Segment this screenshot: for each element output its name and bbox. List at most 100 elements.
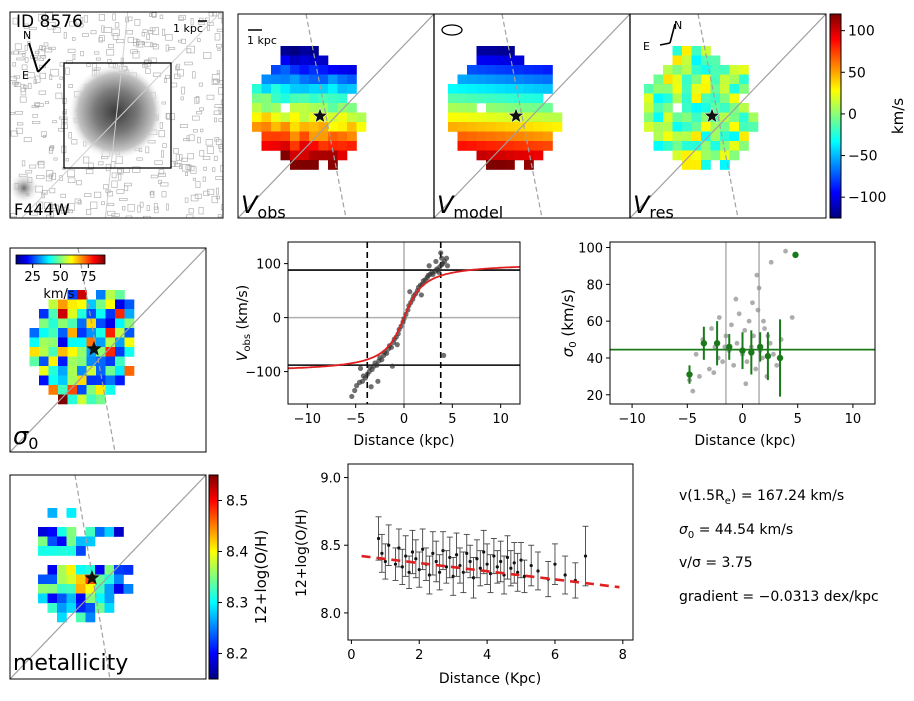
map-pixel [77, 318, 87, 329]
minor-axis-line [501, 14, 543, 218]
map-pixel [115, 328, 125, 338]
map-pixel [48, 375, 59, 386]
map-pixel [104, 603, 115, 613]
map-pixel [495, 150, 506, 161]
map-pixel [95, 574, 105, 585]
map-pixel [67, 375, 78, 386]
data-point [407, 570, 411, 574]
map-pixel [514, 65, 525, 75]
map-pixel [85, 536, 96, 547]
map-pixel [67, 299, 78, 310]
map-pixel [115, 290, 125, 300]
map-pixel [514, 103, 525, 113]
data-point [746, 318, 752, 324]
map-pixel [86, 394, 97, 405]
metallicity-colorbar-label: 12+log(O/H) [252, 530, 270, 624]
map-pixel [691, 65, 702, 75]
map-pixel [299, 46, 310, 56]
map-pixel [467, 93, 477, 104]
map-pixel [271, 74, 281, 85]
map-pixel [524, 131, 534, 142]
y-tick-label: 100 [578, 242, 603, 257]
major-axis-line [238, 14, 434, 218]
map-pixel [328, 84, 338, 94]
map-pixel [682, 93, 692, 104]
map-pixel [524, 160, 534, 170]
map-pixel [280, 65, 291, 75]
data-point [731, 362, 737, 368]
compass-arrows [28, 42, 51, 73]
map-pixel [467, 103, 477, 113]
velocity-map-panels: 1 kpc N E Vobs Vmodel Vres [237, 13, 827, 222]
map-pixel [309, 46, 319, 56]
map-pixel [104, 527, 115, 537]
map-pixel [96, 337, 106, 348]
map-pixel [495, 112, 506, 123]
binned-point [739, 347, 746, 354]
map-pixel [328, 103, 338, 113]
map-pixel [729, 141, 740, 151]
map-pixel [356, 112, 367, 123]
map-pixel [328, 74, 338, 85]
data-point [761, 318, 766, 324]
map-pixel [720, 93, 730, 104]
map-pixel [309, 74, 319, 85]
vres-map [630, 14, 826, 218]
map-pixel [748, 112, 759, 123]
map-pixel [337, 131, 348, 142]
map-pixel [124, 328, 135, 338]
map-pixel [476, 131, 487, 142]
map-pixel [328, 122, 338, 132]
map-pixel [280, 141, 291, 151]
map-pixel [476, 150, 487, 161]
map-pixel [86, 366, 97, 376]
map-pixel [114, 584, 124, 594]
x-tick-label: 5 [794, 412, 802, 427]
data-point [418, 292, 424, 298]
map-pixel [57, 603, 67, 613]
map-pixel [682, 122, 692, 132]
map-pixel [524, 103, 534, 113]
map-pixel [299, 131, 310, 142]
data-point [421, 547, 425, 551]
data-point [357, 365, 364, 371]
data-point [789, 315, 795, 320]
map-pixel [58, 318, 68, 329]
map-pixel [739, 103, 749, 113]
metallicity-map-panel: metallicity 8.5 8.4 8.3 8.2 12+log(O/H) [9, 474, 270, 680]
map-pixel [77, 375, 87, 386]
map-pixel [672, 150, 683, 161]
compass-east: E [22, 69, 29, 82]
map-pixel [691, 122, 702, 132]
data-point [471, 576, 476, 580]
map-pixel [115, 356, 125, 367]
map-pixel [299, 84, 310, 94]
map-pixel [57, 584, 67, 594]
y-tick-label: 40 [586, 352, 603, 367]
map-pixel [105, 337, 116, 348]
data-point [376, 536, 381, 541]
image-panel: ID 8576 F444W 1 kpc N E [9, 11, 224, 219]
minor-axis-line [697, 14, 739, 218]
data-point [383, 559, 387, 564]
image-scale-label: 1 kpc [173, 22, 203, 35]
y-tick-label: 60 [586, 315, 603, 330]
data-point [693, 351, 699, 357]
map-pixel [533, 131, 544, 142]
map-pixel [124, 347, 135, 357]
map-pixel [543, 112, 553, 123]
data-point [767, 340, 773, 346]
map-pixel [672, 112, 683, 123]
map-pixel [77, 347, 87, 357]
map-pixel [486, 55, 496, 66]
sigma-map-label: σ0 [13, 422, 38, 453]
map-pixel [720, 141, 730, 151]
center-star [703, 107, 721, 124]
map-pixel [543, 141, 553, 151]
map-pixel [47, 546, 58, 556]
map-pixel [644, 93, 654, 104]
map-pixel [467, 65, 477, 75]
map-pixel [76, 574, 86, 585]
map-pixel [105, 309, 116, 319]
map-pixel [729, 112, 740, 123]
